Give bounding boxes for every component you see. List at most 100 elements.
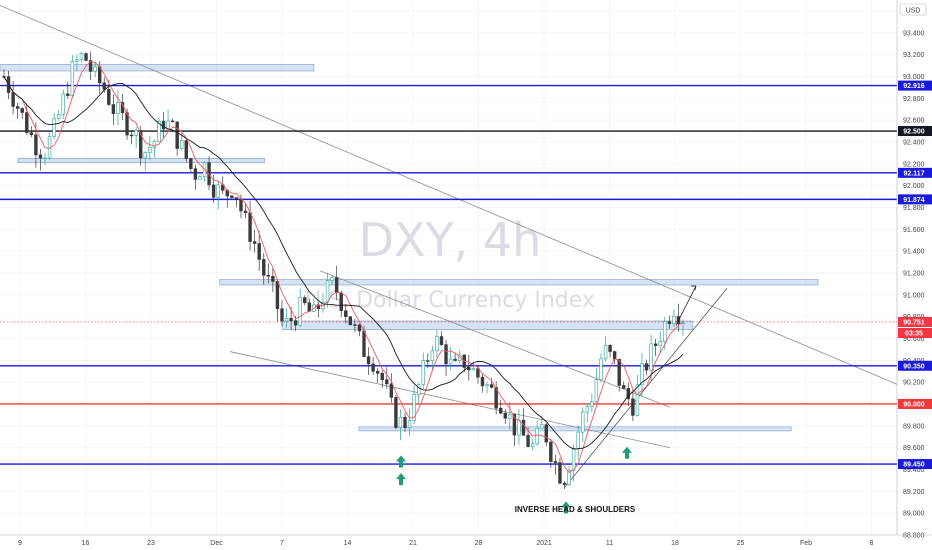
level-tag-label-3: 91.874: [903, 197, 925, 204]
moving-averages: [3, 60, 684, 474]
candle-body: [330, 277, 334, 281]
y-tick-label: 93.200: [903, 52, 925, 59]
horizontal-levels: [0, 84, 897, 465]
up-arrow-0: [396, 455, 406, 468]
candle-body: [152, 141, 157, 148]
candle-body: [594, 379, 599, 403]
candle-body: [175, 121, 179, 149]
candle-body: [289, 318, 293, 321]
level-tag-label-2: 92.117: [903, 170, 924, 177]
level-tag-0: [898, 80, 932, 91]
candle-body: [389, 383, 394, 398]
y-tick-label: 91.600: [903, 227, 925, 234]
downtrend-line-upper: [0, 5, 898, 385]
candle-body: [234, 197, 239, 200]
candle-body: [357, 324, 362, 332]
candle-body: [412, 394, 416, 421]
candle-body: [298, 297, 302, 326]
candle-body: [530, 443, 535, 447]
candle-body: [38, 154, 43, 159]
price-axis: [897, 0, 932, 550]
candle-body: [435, 336, 439, 352]
y-tick-label: 91.800: [903, 205, 925, 212]
candle-body: [239, 199, 243, 212]
y-tick-label: 89.200: [903, 489, 925, 496]
candle-body: [216, 184, 220, 198]
x-tick-label: 25: [737, 540, 745, 547]
channel-line-mid: [319, 270, 671, 408]
candle-body: [421, 360, 425, 385]
candle-body: [649, 343, 653, 371]
candle-body: [567, 470, 571, 485]
candle-body: [663, 321, 667, 342]
candle-body: [371, 363, 375, 372]
candle-body: [380, 372, 384, 380]
level-tag-2: [898, 167, 932, 178]
y-tick-label: 92.200: [903, 161, 925, 168]
candle-body: [107, 89, 111, 105]
candle-body: [148, 147, 152, 153]
candle-body: [549, 441, 553, 462]
candle-body: [622, 385, 626, 389]
x-tick-label: 11: [606, 540, 613, 547]
watermark-symbol: DXY, 4h: [359, 213, 542, 267]
x-tick-label: 21: [409, 540, 417, 547]
candle-body: [116, 102, 120, 114]
candle-body: [571, 447, 576, 471]
candle-body: [489, 384, 494, 388]
zone-2: [219, 279, 819, 286]
candle-body: [348, 316, 353, 326]
candle-body: [626, 388, 631, 400]
candle-body: [499, 407, 503, 414]
candle-body: [29, 132, 34, 136]
countdown-label: 03:35: [905, 330, 923, 337]
candle-body: [494, 387, 498, 409]
x-tick-label: 16: [82, 540, 90, 547]
candle-body: [353, 324, 357, 326]
candle-body: [102, 82, 106, 90]
y-tick-label: 92.800: [903, 96, 925, 103]
candle-body: [553, 461, 558, 463]
candle-body: [339, 292, 343, 311]
x-tick-label: 7: [280, 540, 284, 547]
x-tick-label: 8: [870, 540, 874, 547]
candle-body: [266, 274, 271, 277]
channel-line-lower: [229, 351, 671, 449]
candle-body: [362, 330, 366, 357]
currency-badge[interactable]: [899, 3, 927, 16]
zone-1: [17, 158, 265, 163]
currency-label: USD: [906, 8, 921, 15]
candle-body: [129, 134, 134, 137]
candle-body: [84, 53, 88, 61]
x-axis: 91623Dec71421282021111825Feb815: [18, 540, 874, 547]
x-tick-label: 18: [671, 540, 679, 547]
candle-body: [280, 308, 284, 322]
candle-body: [407, 420, 412, 428]
x-tick-label: 14: [344, 540, 352, 547]
candle-body: [325, 280, 330, 303]
candle-body: [189, 158, 193, 169]
y-tick-label: 91.000: [903, 292, 925, 299]
x-tick-label: 9: [18, 540, 22, 547]
candle-body: [398, 416, 403, 428]
candle-body: [252, 241, 257, 244]
inverse-head-shoulders-label: INVERSE HEAD & SHOULDERS: [515, 505, 636, 514]
candle-body: [581, 411, 585, 433]
y-tick-label: 90.600: [903, 336, 925, 343]
y-tick-label: 89.000: [903, 511, 925, 518]
level-tag-label-1: 92.500: [903, 129, 925, 136]
y-tick-label: 89.800: [903, 423, 925, 430]
candle-body: [603, 344, 608, 360]
candle-body: [88, 60, 93, 72]
candle-body: [180, 140, 184, 149]
y-tick-label: 88.800: [903, 533, 925, 540]
y-tick-label: 92.600: [903, 118, 925, 125]
candle-body: [562, 482, 567, 485]
candle-body: [139, 130, 143, 159]
candle-body: [476, 368, 480, 378]
candle-body: [667, 321, 672, 324]
candle-body: [540, 424, 544, 429]
candle-body: [453, 358, 457, 361]
candle-body: [303, 297, 307, 304]
